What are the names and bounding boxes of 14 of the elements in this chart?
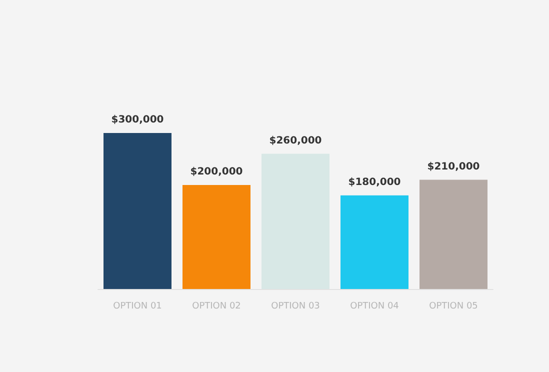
x-tick-label: OPTION 03: [271, 302, 320, 312]
data-label: $260,000: [269, 135, 322, 146]
data-label: $200,000: [190, 166, 243, 178]
bar: [420, 180, 488, 289]
data-label: $300,000: [111, 114, 164, 126]
bar: [340, 195, 408, 289]
bar: [104, 133, 172, 289]
x-tick-label: OPTION 05: [429, 302, 478, 312]
data-label: $180,000: [348, 176, 401, 188]
bar: [182, 185, 250, 289]
data-label: $210,000: [427, 161, 480, 172]
x-tick-label: OPTION 04: [350, 302, 400, 312]
x-tick-label: OPTION 01: [113, 302, 162, 312]
x-tick-label: OPTION 02: [192, 302, 241, 312]
